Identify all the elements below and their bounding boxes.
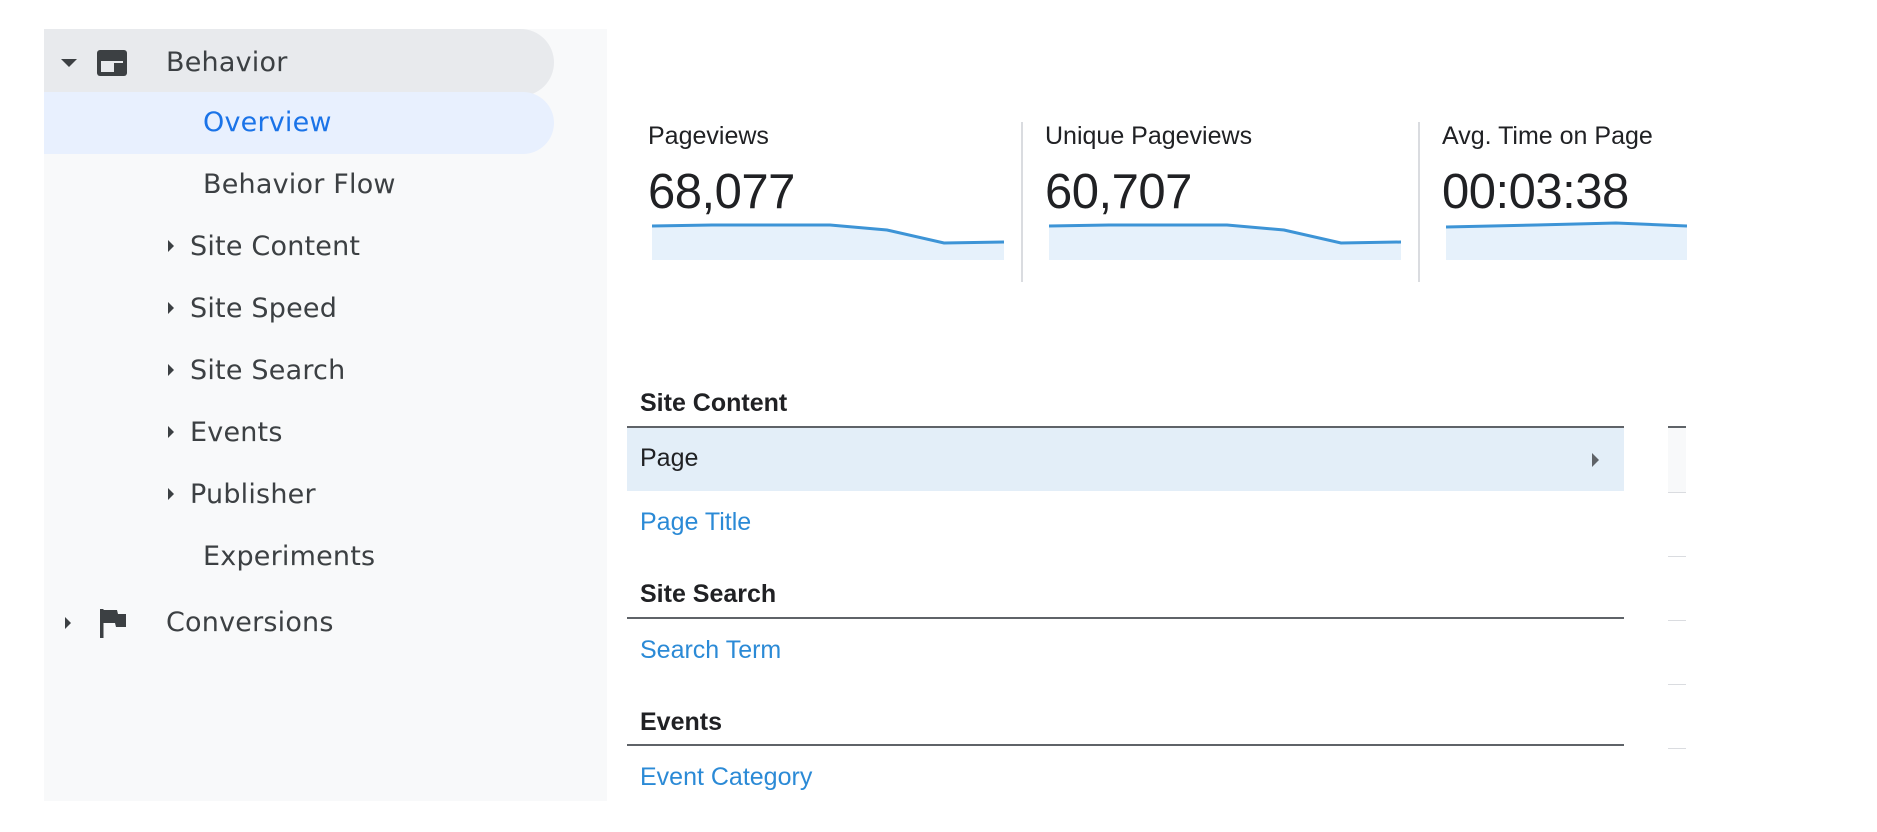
caret-down-icon bbox=[61, 59, 77, 67]
section-divider bbox=[627, 744, 1624, 746]
column-divider bbox=[1668, 426, 1686, 428]
sidebar-item-publisher[interactable]: Publisher bbox=[44, 463, 554, 525]
chevron-right-icon bbox=[1592, 453, 1599, 467]
section-divider bbox=[627, 617, 1624, 619]
sidebar-item-behavior-flow[interactable]: Behavior Flow bbox=[44, 153, 554, 215]
sidebar-item-site-search[interactable]: Site Search bbox=[44, 339, 554, 401]
metric-avg-time-on-page[interactable]: Avg. Time on Page 00:03:38 bbox=[1442, 118, 1687, 280]
metric-label: Unique Pageviews bbox=[1045, 122, 1253, 150]
report-section-header: Events bbox=[640, 708, 722, 736]
sidebar-item-label: Behavior Flow bbox=[203, 169, 396, 200]
caret-right-icon bbox=[65, 617, 71, 629]
behavior-icon bbox=[97, 50, 127, 76]
report-item-page[interactable]: Page bbox=[627, 428, 1624, 491]
column-divider bbox=[1668, 748, 1686, 749]
sidebar-item-label: Site Speed bbox=[190, 293, 338, 324]
sidebar: Behavior Overview Behavior Flow Site Con… bbox=[44, 29, 607, 801]
column-cell bbox=[1668, 428, 1686, 492]
caret-right-icon bbox=[168, 364, 174, 376]
sidebar-item-label: Site Search bbox=[190, 355, 346, 386]
sidebar-item-label: Overview bbox=[203, 107, 332, 138]
sidebar-section-conversions[interactable]: Conversions bbox=[44, 589, 554, 656]
report-section-header: Site Search bbox=[640, 580, 777, 608]
sidebar-section-behavior[interactable]: Behavior bbox=[44, 29, 554, 96]
report-link-event-category[interactable]: Event Category bbox=[640, 763, 813, 791]
report-link-search-term[interactable]: Search Term bbox=[640, 636, 782, 664]
sidebar-section-label: Behavior bbox=[166, 47, 288, 78]
flag-icon bbox=[100, 609, 126, 638]
metric-value: 68,077 bbox=[648, 165, 795, 219]
section-divider bbox=[627, 426, 1624, 428]
report-link-page-title[interactable]: Page Title bbox=[640, 508, 752, 536]
metric-divider bbox=[1021, 122, 1023, 282]
metric-label: Avg. Time on Page bbox=[1442, 122, 1653, 150]
sidebar-item-label: Publisher bbox=[190, 479, 316, 510]
column-divider bbox=[1668, 492, 1686, 493]
metric-value: 00:03:38 bbox=[1442, 165, 1629, 219]
column-divider bbox=[1668, 556, 1686, 557]
sidebar-item-experiments[interactable]: Experiments bbox=[44, 525, 554, 587]
sparkline bbox=[1049, 223, 1401, 260]
metric-label: Pageviews bbox=[648, 122, 769, 150]
sidebar-section-label: Conversions bbox=[166, 607, 334, 638]
caret-right-icon bbox=[168, 426, 174, 438]
report-section-header: Site Content bbox=[640, 389, 788, 417]
sparkline bbox=[652, 223, 1004, 260]
metric-value: 60,707 bbox=[1045, 165, 1192, 219]
sidebar-item-label: Experiments bbox=[203, 541, 376, 572]
metric-pageviews[interactable]: Pageviews 68,077 bbox=[648, 118, 1008, 280]
sidebar-item-label: Events bbox=[190, 417, 283, 448]
sidebar-item-site-speed[interactable]: Site Speed bbox=[44, 277, 554, 339]
caret-right-icon bbox=[168, 488, 174, 500]
sidebar-item-events[interactable]: Events bbox=[44, 401, 554, 463]
sidebar-item-site-content[interactable]: Site Content bbox=[44, 215, 554, 277]
metric-divider bbox=[1418, 122, 1420, 282]
caret-right-icon bbox=[168, 240, 174, 252]
sidebar-item-label: Site Content bbox=[190, 231, 361, 262]
column-divider bbox=[1668, 620, 1686, 621]
sidebar-item-overview[interactable]: Overview bbox=[44, 92, 554, 154]
metric-unique-pageviews[interactable]: Unique Pageviews 60,707 bbox=[1045, 118, 1405, 280]
sparkline bbox=[1446, 221, 1687, 260]
caret-right-icon bbox=[168, 302, 174, 314]
column-divider bbox=[1668, 684, 1686, 685]
report-item-label: Page bbox=[640, 444, 699, 472]
